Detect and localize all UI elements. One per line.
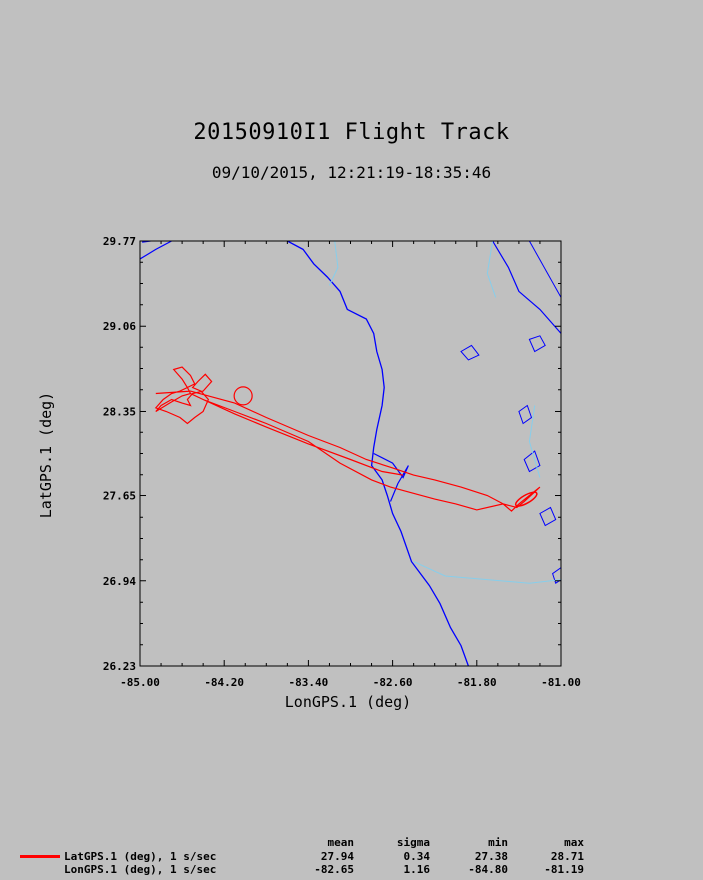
lake: [539, 506, 557, 527]
stats-min: -84.80: [468, 863, 508, 876]
x-tick-label: -83.40: [289, 676, 329, 689]
stats-header-min: min: [488, 836, 508, 849]
y-tick-label: 27.65: [103, 490, 136, 503]
coastline-gulf: [287, 241, 470, 666]
stats-header-max: max: [564, 836, 584, 849]
stats-header-sigma: sigma: [396, 836, 430, 849]
stats-row-lon: LonGPS.1 (deg), 1 s/sec -82.65 1.16 -84.…: [0, 863, 703, 876]
stats-row-lat: LatGPS.1 (deg), 1 s/sec 27.94 0.34 27.38…: [0, 850, 703, 863]
axes: -85.00 -84.20 -83.40 -82.60 -81.80 -81.00 26.2…: [103, 235, 581, 689]
lake: [523, 450, 541, 473]
lake: [460, 344, 480, 361]
flight-track-series: [154, 366, 541, 512]
stats-max: 28.71: [550, 850, 584, 863]
lake: [518, 404, 533, 425]
y-tick-label: 26.23: [103, 660, 136, 673]
river: [413, 561, 561, 584]
legend-swatch-red: [20, 855, 60, 858]
coastline-panhandle: [140, 241, 172, 260]
river: [328, 241, 339, 286]
river: [528, 405, 541, 478]
river: [486, 241, 497, 298]
x-tick-label: -82.60: [373, 676, 413, 689]
plot-area: [140, 241, 561, 666]
x-tick-label: -81.80: [457, 676, 497, 689]
coastline-atlantic-2: [528, 241, 561, 298]
stats-min: 27.38: [474, 850, 508, 863]
track-layer: [154, 366, 541, 512]
y-axis-label: LatGPS.1 (deg): [37, 392, 55, 518]
lake: [552, 566, 561, 584]
chart-title: 20150910I1 Flight Track: [193, 120, 510, 145]
flight-track-loop: [233, 386, 253, 406]
stats-mean: 27.94: [320, 850, 354, 863]
stats-table: mean sigma min max LatGPS.1 (deg), 1 s/s…: [0, 836, 703, 880]
x-tick-label: -84.20: [204, 676, 244, 689]
flight-track-racetrack: [514, 491, 538, 507]
x-axis-label: LonGPS.1 (deg): [285, 693, 411, 711]
y-tick-label: 29.77: [103, 235, 136, 248]
x-tick-label: -81.00: [541, 676, 581, 689]
y-tick-label: 26.94: [103, 575, 136, 588]
stats-sigma: 1.16: [403, 863, 431, 876]
stats-row-label: LatGPS.1 (deg), 1 s/sec: [64, 850, 217, 863]
stats-sigma: 0.34: [403, 850, 431, 863]
y-tick-label: 28.35: [103, 405, 136, 418]
tampa-bay: [373, 452, 409, 502]
stats-max: -81.19: [544, 863, 584, 876]
x-tick-label: -85.00: [120, 676, 160, 689]
map-background: [140, 241, 561, 666]
coastline-atlantic: [492, 241, 561, 334]
stats-row-label: LonGPS.1 (deg), 1 s/sec: [64, 863, 217, 876]
lake: [528, 335, 546, 353]
y-tick-label: 29.06: [103, 320, 136, 333]
chart-subtitle: 09/10/2015, 12:21:19-18:35:46: [211, 163, 492, 182]
stats-header: mean sigma min max: [0, 836, 703, 849]
stats-mean: -82.65: [314, 863, 354, 876]
stats-header-mean: mean: [327, 836, 355, 849]
